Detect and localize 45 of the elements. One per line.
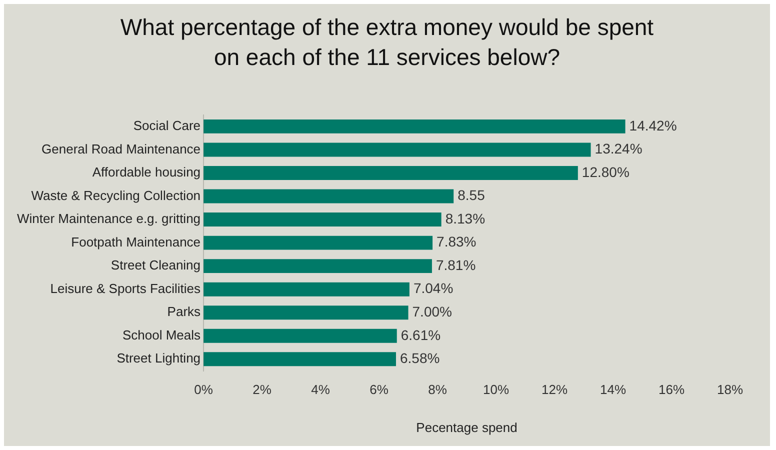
y-tick-label: Leisure & Sports Facilities bbox=[50, 280, 202, 296]
bar bbox=[204, 282, 410, 296]
data-label: 6.58% bbox=[400, 350, 440, 366]
x-tick-label: 8% bbox=[428, 382, 448, 398]
data-label: 7.83% bbox=[436, 234, 476, 250]
data-label: 8.55 bbox=[458, 187, 486, 204]
x-axis-title: Pecentage spend bbox=[416, 420, 518, 435]
bar bbox=[204, 328, 397, 343]
y-tick-label: Footpath Maintenance bbox=[71, 234, 201, 250]
bar bbox=[204, 212, 442, 227]
data-label: 14.42% bbox=[629, 117, 677, 134]
data-label: 6.61% bbox=[400, 326, 441, 343]
y-tick-label: Street Cleaning bbox=[110, 258, 201, 273]
bar bbox=[204, 306, 408, 320]
x-tick-label: 10% bbox=[483, 382, 510, 398]
bar bbox=[204, 142, 591, 157]
data-label: 7.00% bbox=[412, 303, 452, 320]
y-tick-label: Winter Maintenance e.g. gritting bbox=[16, 211, 201, 226]
x-tick-label: 4% bbox=[311, 382, 330, 398]
data-label: 8.13% bbox=[445, 210, 486, 226]
bar bbox=[204, 236, 433, 250]
y-tick-label: Street Lighting bbox=[116, 350, 201, 366]
y-tick-label: General Road Maintenance bbox=[42, 141, 201, 156]
y-tick-label: Social Care bbox=[133, 118, 201, 134]
bar bbox=[204, 352, 396, 366]
bar bbox=[204, 119, 626, 134]
data-label: 7.04% bbox=[413, 280, 454, 296]
x-tick-label: 6% bbox=[370, 382, 389, 398]
y-tick-label: Parks bbox=[167, 304, 202, 320]
x-tick-label: 0% bbox=[194, 382, 214, 398]
y-tick-label: School Meals bbox=[122, 327, 202, 342]
x-tick-label: 18% bbox=[716, 382, 744, 398]
x-tick-label: 14% bbox=[600, 382, 626, 398]
x-tick-label: 12% bbox=[541, 382, 568, 398]
y-tick-label: Waste & Recycling Collection bbox=[31, 188, 201, 203]
chart-title: What percentage of the extra money would be spent on each of the 11 services below? bbox=[119, 13, 655, 72]
data-label: 13.24% bbox=[594, 140, 642, 157]
y-tick-label: Affordable housing bbox=[92, 164, 201, 180]
data-label: 12.80% bbox=[582, 164, 630, 180]
bar bbox=[204, 259, 432, 274]
x-tick-label: 16% bbox=[658, 382, 685, 398]
bar bbox=[204, 166, 578, 180]
data-label: 7.81% bbox=[436, 256, 476, 273]
x-tick-label: 2% bbox=[252, 382, 272, 398]
bar bbox=[204, 189, 454, 204]
